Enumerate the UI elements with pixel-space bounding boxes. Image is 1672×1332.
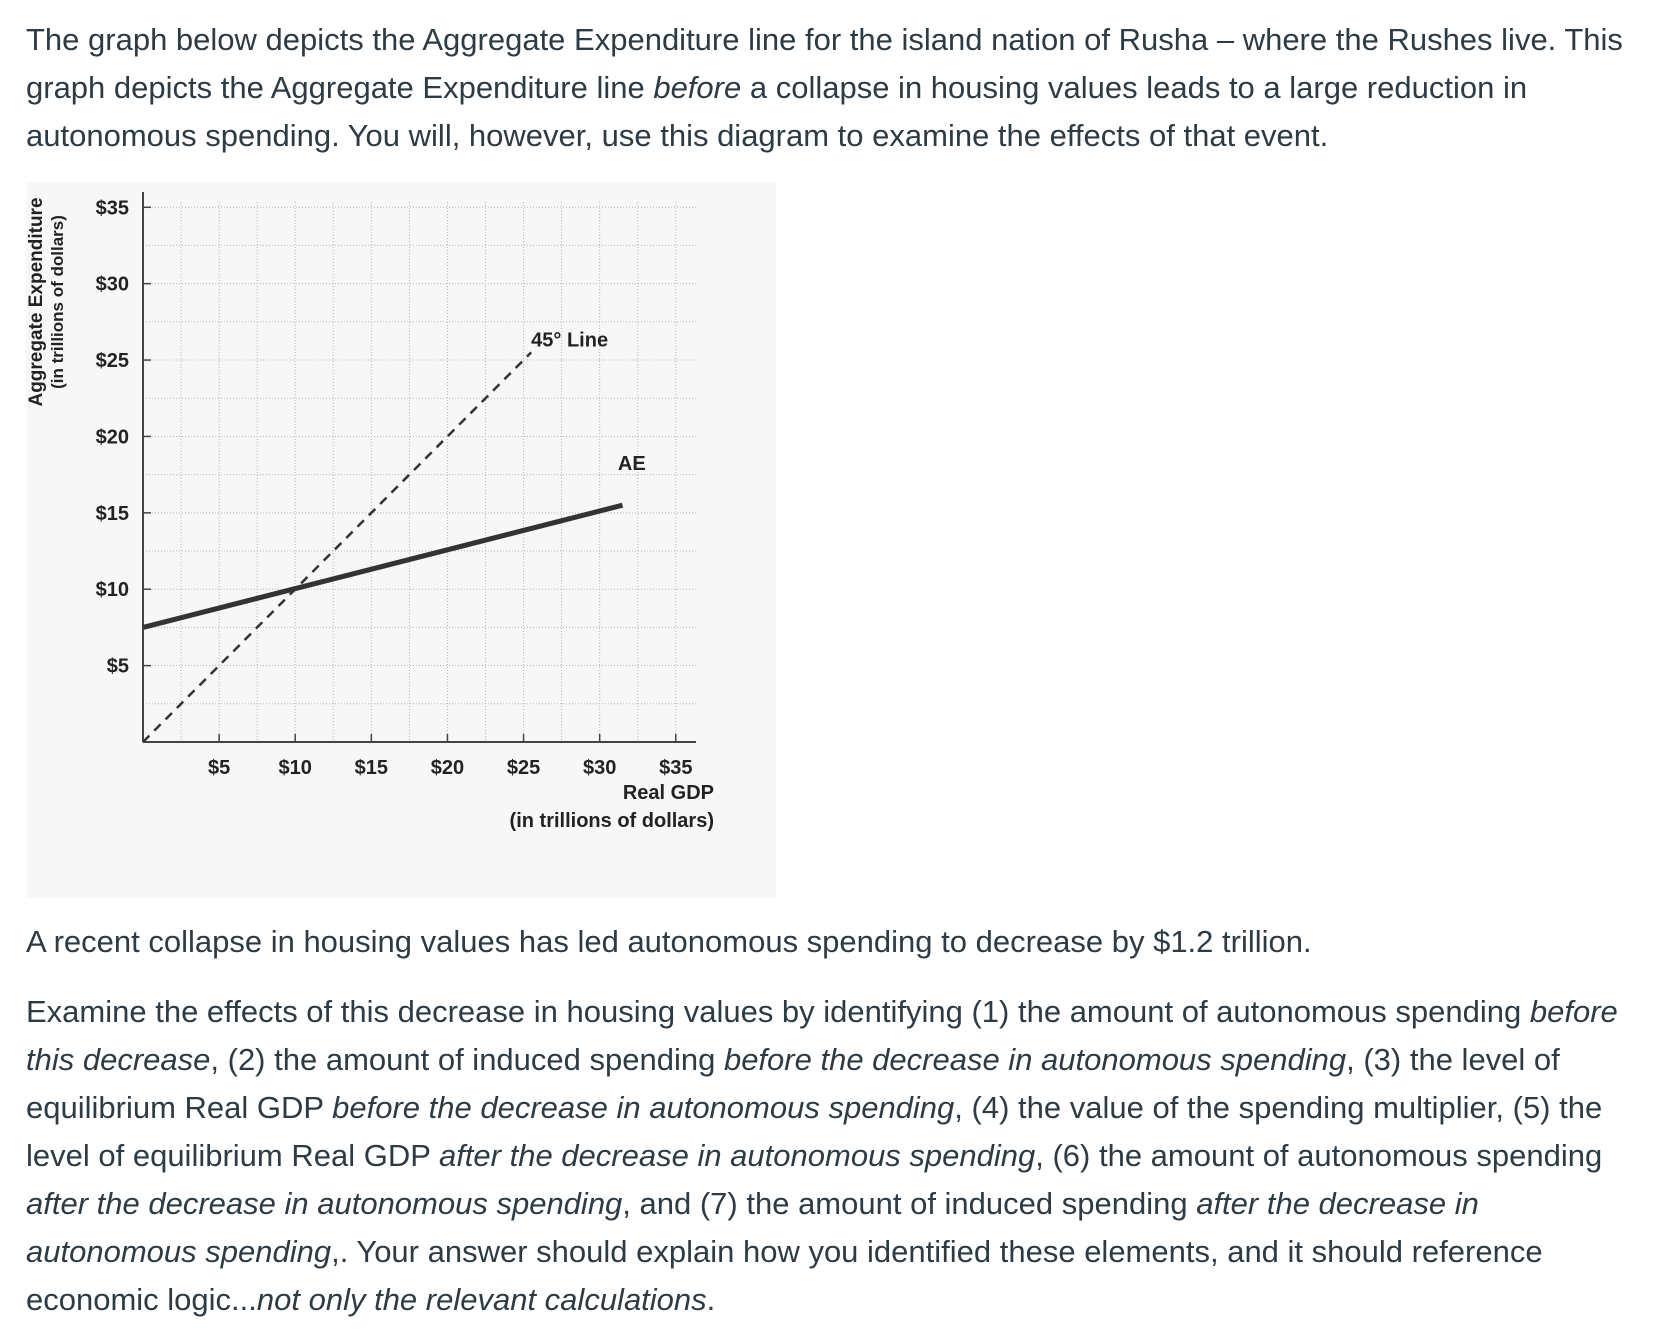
y-axis-title: Aggregate Expenditure	[26, 197, 47, 406]
question-emphasis: not only the relevant calculations	[256, 1282, 707, 1317]
annotation-ae: AE	[618, 453, 646, 475]
x-tick-label: $20	[431, 757, 464, 779]
question-text: , (4) the value of the spending multipli…	[26, 1090, 1603, 1173]
x-tick-label: $5	[208, 757, 230, 779]
intro-emphasis: before	[653, 70, 742, 105]
annotation-45-line: 45° Line	[531, 329, 608, 351]
x-tick-label: $30	[583, 757, 616, 779]
question-emphasis: after the decrease in autonomous spendin…	[438, 1138, 1036, 1173]
y-tick-label: $25	[96, 350, 129, 372]
x-axis-subtitle: (in trillions of dollars)	[510, 810, 714, 832]
y-axis-subtitle: (in trillions of dollars)	[48, 215, 67, 389]
y-tick-label: $30	[96, 274, 129, 296]
question-paragraph: Examine the effects of this decrease in …	[26, 988, 1656, 1324]
y-tick-label: $35	[96, 197, 129, 219]
question-text: ,. Your answer should explain how you id…	[26, 1234, 1543, 1317]
recent-event-text: A recent collapse in housing values has …	[26, 924, 1312, 959]
question-emphasis: before the decrease in autonomous spendi…	[332, 1090, 955, 1125]
y-tick-label: $10	[96, 579, 129, 601]
y-tick-label: $20	[96, 426, 129, 448]
series-ae-line	[142, 502, 624, 630]
ae-chart-svg: $5 $10 $15 $20 $25 $30 $35 $5 $10 $15 $20 $25 $30 $35…	[26, 182, 776, 898]
question-text: , (3) the level of equilibrium Real GDP	[26, 1042, 1560, 1125]
x-tick-label: $25	[507, 757, 540, 779]
question-text: , (2) the amount of induced spending	[210, 1042, 724, 1077]
question-emphasis: before the decrease in autonomous spendi…	[723, 1042, 1347, 1077]
intro-paragraph: The graph below depicts the Aggregate Ex…	[26, 16, 1656, 160]
question-text: , (6) the amount of autonomous spending	[1035, 1138, 1603, 1173]
question-text: , and (7) the amount of induced spending	[622, 1186, 1197, 1221]
ae-chart: $5 $10 $15 $20 $25 $30 $35 $5 $10 $15 $20 $25 $30 $35…	[26, 182, 776, 898]
chart-background	[26, 182, 776, 898]
question-text: .	[706, 1282, 716, 1317]
question-text: Examine the effects of this decrease in …	[26, 994, 1530, 1029]
question-emphasis: after the decrease in autonomous spendin…	[26, 1186, 623, 1221]
question-emphasis: before this decrease	[26, 994, 1618, 1077]
series-45-degree-line	[142, 351, 533, 743]
x-tick-label: $10	[279, 757, 312, 779]
x-tick-label: $35	[659, 757, 692, 779]
x-tick-label: $15	[355, 757, 388, 779]
y-tick-label: $15	[96, 503, 129, 525]
x-axis-title: Real GDP	[623, 782, 714, 804]
intro-text-2: a collapse in housing values leads to a …	[26, 70, 1528, 153]
y-tick-label: $5	[107, 656, 129, 678]
intro-text-1: The graph below depicts the Aggregate Ex…	[26, 22, 1623, 105]
question-emphasis: after the decrease in autonomous spendin…	[26, 1186, 1479, 1269]
